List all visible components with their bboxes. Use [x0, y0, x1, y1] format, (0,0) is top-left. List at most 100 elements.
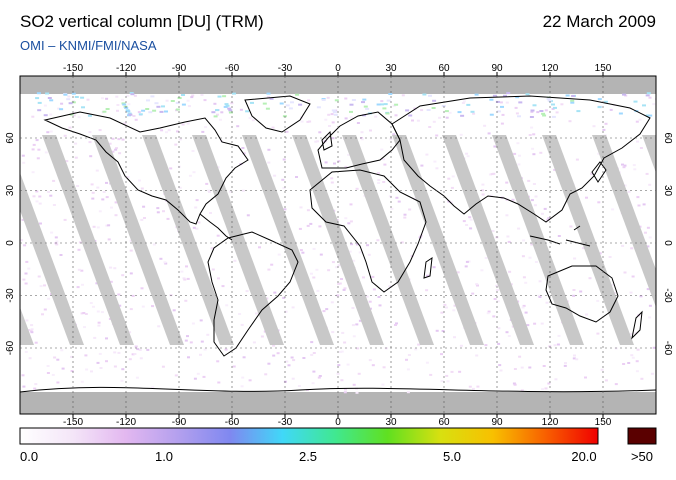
so2-pixel — [544, 109, 548, 112]
lat-tick-label: -30 — [662, 288, 673, 303]
so2-pixel — [24, 282, 28, 285]
orbit-gap-swath — [242, 135, 334, 345]
so2-pixel — [96, 186, 100, 189]
so2-pixel — [291, 306, 295, 309]
so2-pixel — [35, 190, 39, 193]
so2-pixel — [306, 224, 310, 227]
so2-pixel — [265, 297, 269, 300]
so2-pixel — [169, 167, 173, 170]
so2-pixel — [646, 92, 651, 95]
so2-pixel — [513, 383, 517, 386]
so2-pixel — [43, 284, 46, 287]
so2-pixel — [622, 93, 626, 96]
lon-tick-label: 150 — [595, 417, 612, 428]
so2-pixel — [134, 118, 138, 121]
so2-pixel — [361, 101, 365, 104]
orbit-gap-swath — [20, 307, 34, 345]
orbit-gap-swath — [192, 135, 284, 345]
so2-pixel — [295, 93, 300, 96]
so2-pixel — [371, 364, 375, 367]
so2-pixel — [129, 239, 133, 242]
so2-pixel — [513, 368, 517, 370]
map-title: SO2 vertical column [DU] (TRM) — [20, 12, 264, 31]
so2-pixel — [131, 294, 135, 297]
so2-pixel — [33, 387, 37, 390]
so2-pixel — [462, 100, 466, 103]
orbit-gap-swath — [392, 135, 484, 345]
so2-pixel — [382, 107, 387, 110]
so2-pixel — [23, 244, 27, 247]
so2-pixel — [251, 119, 255, 122]
so2-pixel — [125, 109, 130, 112]
so2-pixel — [121, 102, 126, 105]
so2-pixel — [105, 224, 109, 227]
so2-pixel — [349, 110, 353, 113]
so2-pixel — [157, 325, 161, 328]
so2-pixel — [336, 372, 340, 375]
so2-pixel — [648, 114, 653, 117]
so2-pixel — [629, 291, 633, 294]
so2-pixel — [181, 123, 185, 126]
so2-pixel — [49, 194, 53, 197]
so2-pixel — [30, 328, 34, 331]
so2-pixel — [262, 102, 267, 105]
so2-pixel — [336, 294, 340, 297]
so2-pixel — [597, 152, 601, 155]
so2-pixel — [24, 350, 28, 353]
so2-pixel — [637, 204, 641, 207]
so2-pixel — [646, 245, 650, 248]
so2-pixel — [282, 158, 286, 161]
so2-pixel — [388, 93, 393, 95]
so2-pixel — [191, 150, 195, 152]
so2-pixel — [377, 179, 381, 182]
so2-pixel — [432, 99, 437, 102]
so2-pixel — [80, 96, 85, 99]
so2-pixel — [52, 179, 56, 182]
so2-pixel — [312, 352, 316, 354]
so2-pixel — [115, 95, 119, 98]
so2-pixel — [199, 353, 202, 356]
so2-pixel — [532, 183, 536, 185]
so2-pixel — [128, 358, 132, 361]
so2-pixel — [148, 111, 153, 114]
so2-pixel — [49, 113, 53, 116]
so2-pixel — [462, 220, 466, 223]
so2-pixel — [197, 221, 201, 224]
so2-pixel — [285, 130, 289, 133]
so2-pixel — [368, 300, 372, 303]
so2-pixel — [80, 380, 84, 383]
so2-pixel — [487, 132, 491, 135]
so2-pixel — [216, 360, 220, 363]
so2-pixel — [350, 243, 353, 246]
so2-pixel — [530, 199, 534, 202]
so2-pixel — [377, 296, 381, 298]
so2-pixel — [270, 263, 274, 266]
so2-pixel — [330, 177, 334, 180]
so2-pixel — [312, 370, 316, 373]
so2-pixel — [63, 93, 68, 96]
so2-pixel — [101, 198, 105, 201]
so2-pixel — [30, 331, 34, 334]
so2-pixel — [376, 103, 381, 106]
so2-pixel — [36, 157, 40, 160]
so2-pixel — [121, 138, 125, 141]
so2-pixel — [378, 304, 382, 307]
so2-pixel — [639, 147, 643, 149]
so2-pixel — [518, 101, 523, 104]
so2-pixel — [596, 332, 600, 335]
so2-pixel — [141, 305, 145, 308]
so2-pixel — [497, 342, 501, 345]
so2-pixel — [484, 257, 488, 259]
so2-pixel — [255, 312, 258, 315]
so2-pixel — [634, 332, 638, 334]
so2-pixel — [475, 354, 479, 357]
so2-pixel — [518, 355, 522, 358]
so2-pixel — [450, 186, 454, 189]
so2-pixel — [109, 266, 113, 269]
so2-pixel — [284, 310, 288, 313]
so2-pixel — [266, 96, 270, 99]
so2-pixel — [248, 117, 252, 119]
so2-pixel — [636, 140, 640, 143]
so2-pixel — [553, 344, 557, 347]
so2-pixel — [481, 183, 485, 186]
